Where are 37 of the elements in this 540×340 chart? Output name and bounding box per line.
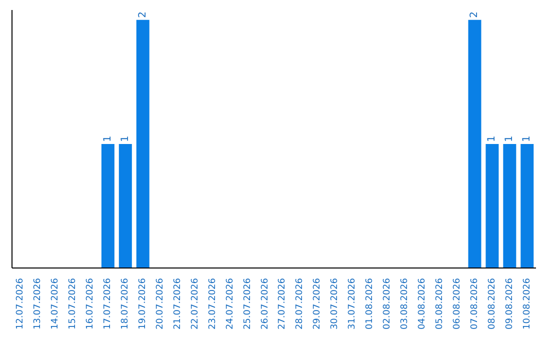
x-tick-label: 23.07.2026: [208, 278, 218, 330]
x-tick-label: 04.08.2026: [417, 278, 428, 330]
x-tick-label: 30.07.2026: [330, 278, 340, 330]
x-tick-label: 17.07.2026: [103, 278, 114, 330]
x-tick-label: 18.07.2026: [120, 278, 131, 330]
x-tick-label: 09.08.2026: [504, 278, 515, 330]
x-tick-label: 02.08.2026: [382, 278, 393, 330]
x-tick-label: 05.08.2026: [434, 278, 445, 330]
x-tick-label: 03.08.2026: [400, 278, 410, 330]
x-tick-label: 13.07.2026: [33, 278, 44, 330]
data-label: 2: [469, 12, 480, 18]
x-tick-label: 31.07.2026: [348, 278, 358, 330]
x-tick-label: 08.08.2026: [487, 278, 498, 330]
x-tick-label: 19.07.2026: [138, 278, 148, 330]
x-tick-label: 07.08.2026: [470, 278, 480, 330]
x-tick-label: 29.07.2026: [312, 278, 323, 330]
x-tick-label: 15.07.2026: [68, 278, 78, 330]
x-tick-label: 20.07.2026: [155, 278, 166, 330]
x-tick-label: 25.07.2026: [242, 278, 253, 330]
x-tick-label: 21.07.2026: [172, 278, 183, 330]
x-tick-label: 16.07.2026: [86, 278, 96, 330]
data-label: 1: [120, 136, 131, 142]
data-label: 1: [486, 136, 498, 142]
x-tick-label: 06.08.2026: [452, 278, 462, 330]
data-label: 1: [102, 136, 114, 142]
x-tick-label: 27.07.2026: [278, 278, 288, 330]
x-tick-label: 28.07.2026: [295, 278, 306, 330]
x-tick-label: 24.07.2026: [225, 278, 236, 330]
x-tick-label: 26.07.2026: [260, 278, 270, 330]
x-tick-label: 14.07.2026: [50, 278, 61, 330]
x-tick-label: 22.07.2026: [190, 278, 200, 330]
x-tick-label: 01.08.2026: [365, 278, 376, 330]
data-label: 2: [137, 12, 148, 18]
x-tick-label: 12.07.2026: [16, 278, 26, 330]
x-tick-label: 10.08.2026: [522, 278, 532, 330]
data-label: 1: [504, 136, 516, 142]
data-label: 1: [522, 136, 533, 142]
